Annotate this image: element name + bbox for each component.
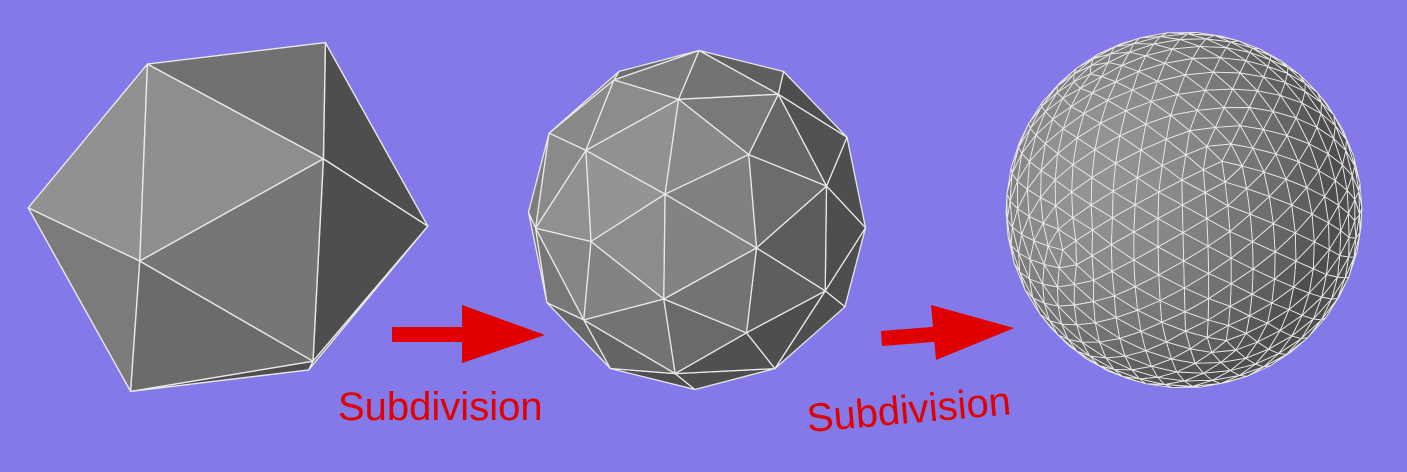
subdivision-label-1: Subdivision [338, 385, 543, 429]
arrow-1-shaft [392, 327, 470, 342]
mesh-face [1181, 204, 1208, 234]
subdivided-sphere [1005, 31, 1363, 389]
arrow-2-shaft [881, 326, 945, 346]
icosahedron-solid [27, 41, 429, 393]
subdivision-arrow-2 [881, 305, 1014, 360]
subdivided-polyhedron [527, 49, 867, 391]
arrow-1-head [462, 305, 545, 363]
mesh-face [139, 158, 325, 362]
subdivision-arrow-1 [392, 305, 545, 363]
arrow-2-head [931, 305, 1014, 360]
mesh-face [664, 153, 758, 249]
